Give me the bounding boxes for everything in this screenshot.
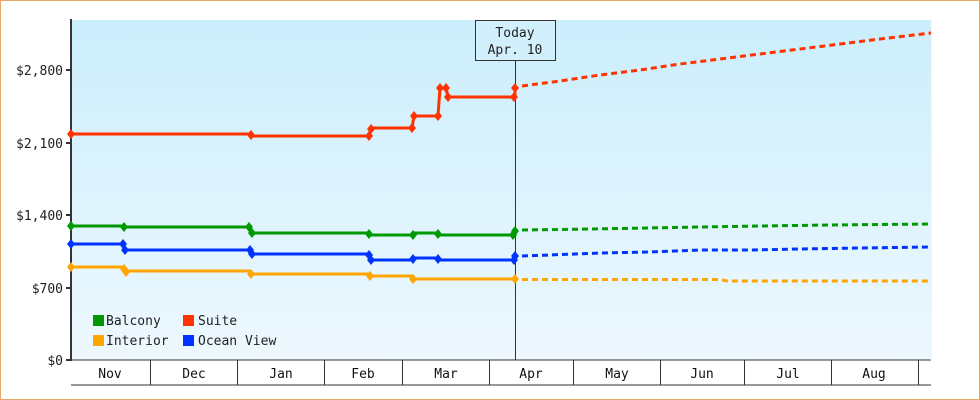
y-tick-2100: $2,100 [16,137,63,152]
interior-swatch-icon [93,335,104,346]
month-apr: Apr [519,367,543,382]
series-suite [67,31,932,141]
month-nov: Nov [98,367,122,382]
y-axis-labels: $2,800 $2,100 $1,400 $700 $0 [16,64,63,369]
month-feb: Feb [351,367,375,382]
suite-swatch-icon [183,315,194,326]
legend-label-balcony: Balcony [106,314,161,329]
legend-item-interior[interactable]: Interior [93,334,169,349]
month-jul: Jul [776,367,799,382]
ocean-view-swatch-icon [183,335,194,346]
series-balcony [67,221,932,240]
month-jan: Jan [269,367,292,382]
legend-item-suite[interactable]: Suite [183,314,237,329]
x-axis-months [71,20,932,386]
today-date: Apr. 10 [488,43,543,58]
series-ocean-view [67,239,932,265]
legend-item-ocean-view[interactable]: Ocean View [183,334,276,349]
month-aug: Aug [862,367,885,382]
y-tick-0: $0 [47,354,63,369]
month-dec: Dec [182,367,205,382]
plot-area [71,20,931,360]
x-axis-labels: Nov Dec Jan Feb Mar Apr May Jun Jul Aug [98,367,885,382]
legend-item-balcony[interactable]: Balcony [93,314,161,329]
legend: Balcony Suite Interior Ocean View [93,314,276,349]
y-tick-700: $700 [32,282,63,297]
y-axis-ticks [66,69,71,361]
legend-label-ocean-view: Ocean View [198,334,276,349]
month-may: May [605,367,629,382]
legend-label-suite: Suite [198,314,237,329]
today-label: Today [495,26,534,41]
month-jun: Jun [690,367,713,382]
today-marker: Today Apr. 10 [475,20,556,360]
series-interior [67,262,931,284]
month-mar: Mar [434,367,458,382]
legend-label-interior: Interior [106,334,169,349]
y-tick-2800: $2,800 [16,64,63,79]
balcony-swatch-icon [93,315,104,326]
today-callout [475,20,556,61]
y-tick-1400: $1,400 [16,209,63,224]
